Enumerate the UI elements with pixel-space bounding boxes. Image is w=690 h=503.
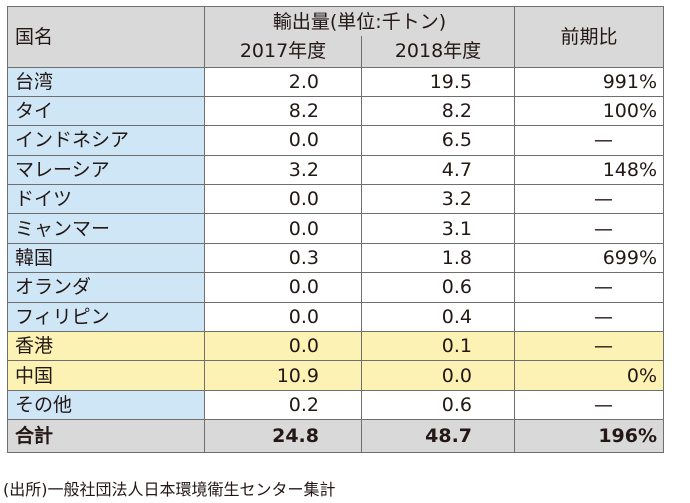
header-year-2018: 2018年度: [360, 36, 516, 68]
country-name: 台湾: [7, 66, 205, 97]
table-row: オランダ 0.0 0.6—: [7, 272, 665, 303]
value-2017: 0.0: [204, 125, 362, 156]
value-2018: 4.7: [360, 154, 516, 186]
value-2017: 10.9: [204, 360, 362, 391]
table-row: ドイツ 0.0 3.2—: [7, 184, 665, 215]
value-2018: 8.2: [360, 95, 516, 127]
ratio-value: —: [514, 301, 665, 333]
header-year-2017: 2017年度: [204, 36, 362, 68]
country-name: 香港: [7, 331, 205, 362]
value-2018: 0.4: [360, 301, 516, 333]
ratio-value: —: [514, 213, 665, 244]
ratio-value: 699%: [514, 242, 665, 274]
total-2017: 24.8: [204, 419, 362, 454]
value-2018: 0.6: [360, 389, 516, 421]
ratio-value: 148%: [514, 154, 665, 186]
value-2018: 3.2: [360, 184, 516, 215]
table-row: 台湾 2.0 19.5 991%: [7, 66, 665, 97]
table-row: 香港 0.0 0.1—: [7, 331, 665, 362]
value-2017: 0.0: [204, 184, 362, 215]
country-name: 中国: [7, 360, 205, 391]
total-row: 合計 24.8 48.7 196%: [7, 419, 665, 454]
country-name: インドネシア: [7, 125, 205, 156]
value-2017: 0.0: [204, 213, 362, 244]
value-2017: 0.2: [204, 389, 362, 421]
ratio-value: 100%: [514, 95, 665, 127]
table-row: その他 0.2 0.6—: [7, 389, 665, 421]
country-name: マレーシア: [7, 154, 205, 186]
table-row: マレーシア 3.2 4.7 148%: [7, 154, 665, 186]
total-2018: 48.7: [360, 419, 516, 454]
country-name: ドイツ: [7, 184, 205, 215]
value-2017: 0.0: [204, 301, 362, 333]
value-2018: 0.1: [360, 331, 516, 362]
value-2017: 0.3: [204, 242, 362, 274]
table-body: 台湾 2.0 19.5 991% タイ 8.2 8.2 100% インドネシア 0.0 6.5— マレ…: [7, 66, 665, 454]
value-2018: 0.6: [360, 272, 516, 303]
total-ratio: 196%: [514, 419, 665, 454]
ratio-value: 0%: [514, 360, 665, 391]
source-note: (出所)一般社団法人日本環境衛生センター集計: [3, 480, 336, 499]
value-2017: 8.2: [204, 95, 362, 127]
header-export-volume: 輸出量(単位:千トン): [203, 6, 516, 36]
country-name: フィリピン: [7, 301, 205, 333]
country-name: ミャンマー: [7, 213, 205, 244]
ratio-value: —: [514, 272, 665, 303]
ratio-value: —: [514, 389, 665, 421]
country-name: その他: [7, 389, 205, 421]
value-2018: 6.5: [360, 125, 516, 156]
value-2018: 1.8: [360, 242, 516, 274]
value-2018: 3.1: [360, 213, 516, 244]
table-row: フィリピン 0.0 0.4—: [7, 301, 665, 333]
value-2018: 0.0: [360, 360, 516, 391]
country-name: タイ: [7, 95, 205, 127]
value-2017: 2.0: [204, 66, 362, 97]
country-name: オランダ: [7, 272, 205, 303]
ratio-value: 991%: [514, 66, 665, 97]
country-name: 韓国: [7, 242, 205, 274]
total-label: 合計: [7, 419, 205, 454]
value-2017: 0.0: [204, 272, 362, 303]
table-row: 中国 10.9 0.0 0%: [7, 360, 665, 391]
value-2017: 3.2: [204, 154, 362, 186]
table-row: タイ 8.2 8.2 100%: [7, 95, 665, 127]
header-country: 国名: [7, 6, 205, 68]
ratio-value: —: [514, 184, 665, 215]
value-2018: 19.5: [360, 66, 516, 97]
export-table: 国名 輸出量(単位:千トン) 前期比 2017年度 2018年度 台湾 2.0 19…: [7, 6, 665, 454]
value-2017: 0.0: [204, 331, 362, 362]
table-row: インドネシア 0.0 6.5—: [7, 125, 665, 156]
ratio-value: —: [514, 331, 665, 362]
table-row: ミャンマー 0.0 3.1—: [7, 213, 665, 244]
header-ratio: 前期比: [514, 6, 665, 68]
ratio-value: —: [514, 125, 665, 156]
table-row: 韓国 0.3 1.8 699%: [7, 242, 665, 274]
